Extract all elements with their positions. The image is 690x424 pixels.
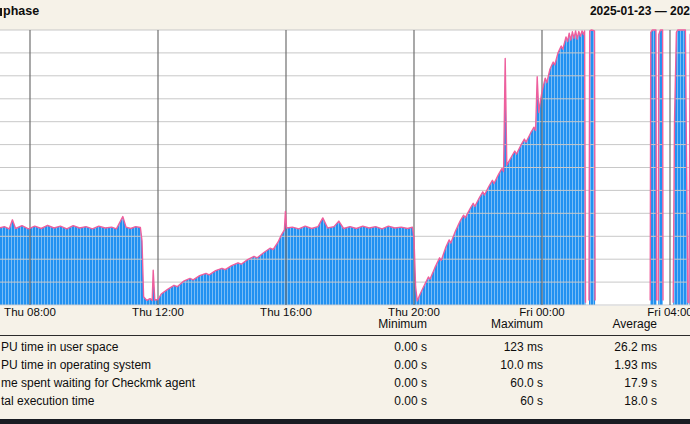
legend-row: tal execution time0.00 s60 s18.0 s bbox=[0, 392, 690, 410]
metric-label: PU time in operating system bbox=[1, 356, 151, 374]
legend-table: Minimum Maximum Average PU time in user … bbox=[0, 314, 690, 410]
legend-row: me spent waiting for Checkmk agent0.00 s… bbox=[0, 374, 690, 392]
time-series-graph[interactable] bbox=[0, 0, 690, 310]
bottom-dark-bar bbox=[0, 419, 690, 424]
legend-column-average: Average bbox=[520, 317, 657, 333]
legend-row: PU time in user space0.00 s123 ms26.2 ms bbox=[0, 338, 690, 356]
legend-separator-line bbox=[0, 335, 690, 336]
metric-average: 1.93 ms bbox=[520, 356, 657, 374]
metric-average: 18.0 s bbox=[520, 392, 657, 410]
metric-label: tal execution time bbox=[1, 392, 94, 410]
metric-average: 26.2 ms bbox=[520, 338, 657, 356]
metric-average: 17.9 s bbox=[520, 374, 657, 392]
metric-label: PU time in user space bbox=[1, 338, 118, 356]
legend-row: PU time in operating system0.00 s10.0 ms… bbox=[0, 356, 690, 374]
metric-label: me spent waiting for Checkmk agent bbox=[1, 374, 195, 392]
